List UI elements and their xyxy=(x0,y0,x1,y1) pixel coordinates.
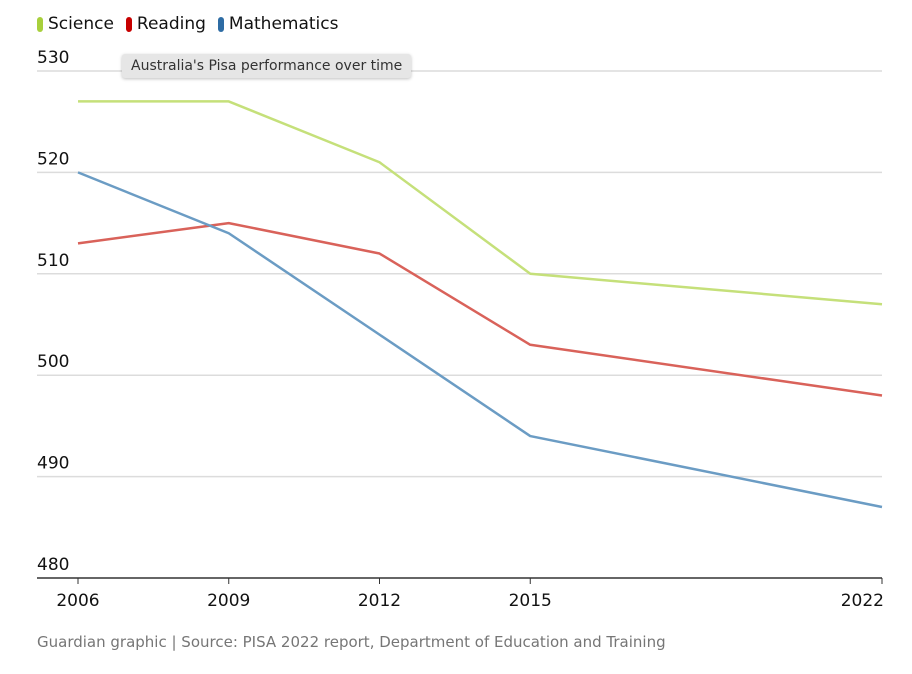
y-tick-label-510: 510 xyxy=(37,251,69,271)
source-footer: Guardian graphic | Source: PISA 2022 rep… xyxy=(37,633,666,651)
series-line-science xyxy=(78,100,883,306)
legend-swatch xyxy=(217,16,224,32)
legend-label: Reading xyxy=(136,14,206,34)
y-tick-label-530: 530 xyxy=(37,48,69,68)
series-line-mathematics xyxy=(77,171,883,509)
x-tick-label-2012: 2012 xyxy=(358,591,401,611)
x-tick-label-2015: 2015 xyxy=(509,591,552,611)
y-tick-label-490: 490 xyxy=(37,454,69,474)
x-tick-label-2006: 2006 xyxy=(56,591,99,611)
legend-item-mathematics[interactable]: Mathematics xyxy=(217,14,339,34)
legend-swatch xyxy=(37,16,43,32)
series-line-reading xyxy=(77,221,883,397)
legend-label: Mathematics xyxy=(228,14,339,34)
y-tick-label-500: 500 xyxy=(37,352,69,372)
legend-item-reading[interactable]: Reading xyxy=(125,14,206,34)
x-tick-label-2009: 2009 xyxy=(207,591,250,611)
chart-title-tooltip: Australia's Pisa performance over time xyxy=(122,54,412,78)
y-tick-label-520: 520 xyxy=(37,149,69,169)
legend-label: Science xyxy=(48,14,114,34)
legend-swatch xyxy=(125,16,132,32)
legend: Science Reading Mathematics xyxy=(37,14,338,34)
legend-item-science[interactable]: Science xyxy=(37,14,114,34)
y-tick-label-480: 480 xyxy=(37,555,69,575)
x-tick-label-2022: 2022 xyxy=(841,591,884,611)
